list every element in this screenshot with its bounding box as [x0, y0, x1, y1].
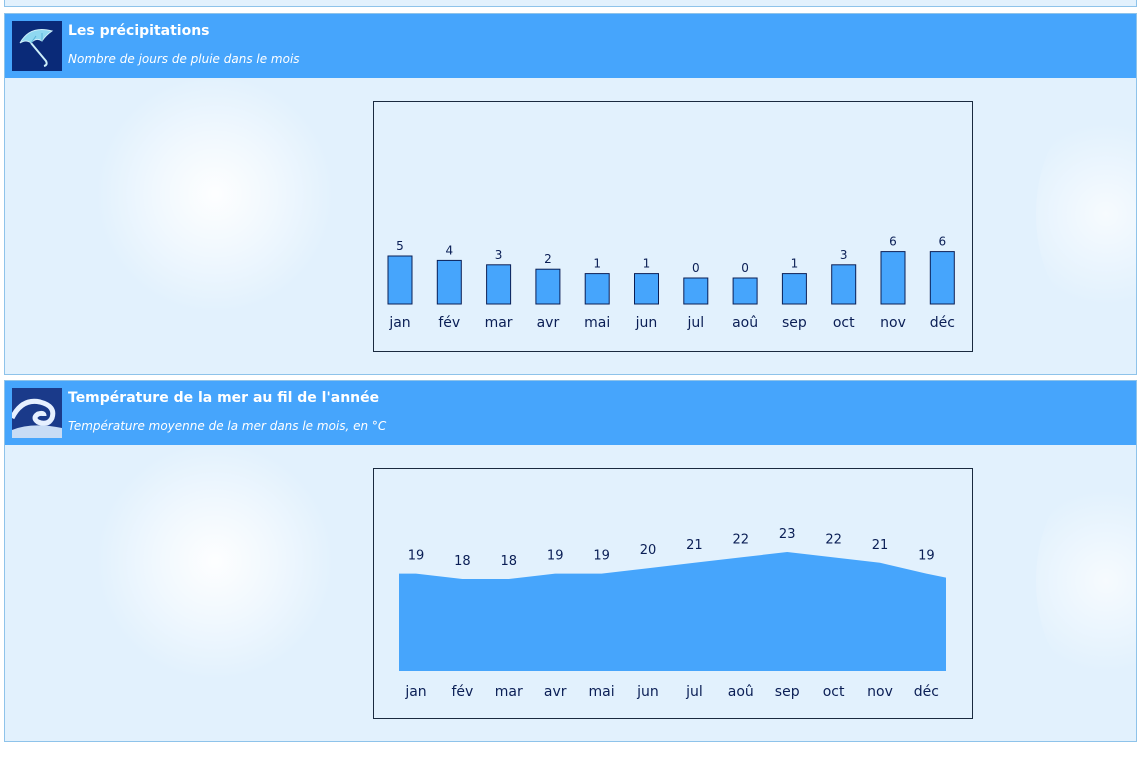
- x-tick-label: sep: [775, 684, 800, 700]
- precipitation-subtitle: Nombre de jours de pluie dans le mois: [68, 52, 300, 66]
- sea-temperature-header: Température de la mer au fil de l'année …: [5, 381, 1136, 445]
- bar-value-label: 1: [593, 257, 601, 271]
- temperature-value-label: 18: [454, 554, 471, 569]
- bar-value-label: 0: [741, 261, 749, 275]
- bar-6: [683, 277, 709, 305]
- x-tick-label: jun: [636, 684, 659, 700]
- x-tick-label: oct: [823, 684, 845, 700]
- x-tick-label: déc: [914, 684, 939, 700]
- temperature-area: [399, 552, 946, 671]
- x-tick-label: jul: [686, 315, 704, 331]
- sea-temperature-title: Température de la mer au fil de l'année: [68, 390, 380, 406]
- bar-2: [486, 264, 512, 305]
- x-tick-label: jul: [685, 684, 703, 700]
- x-tick-label: aoû: [732, 315, 758, 331]
- bar-value-label: 1: [791, 257, 799, 271]
- x-tick-label: jun: [635, 315, 658, 331]
- x-tick-label: mai: [584, 315, 610, 331]
- x-tick-label: mai: [589, 684, 615, 700]
- x-tick-label: oct: [833, 315, 855, 331]
- precipitation-header: Les précipitations Nombre de jours de pl…: [5, 14, 1136, 78]
- sea-temperature-subtitle: Température moyenne de la mer dans le mo…: [68, 419, 387, 433]
- bar-9: [831, 264, 857, 305]
- temperature-value-label: 19: [408, 549, 425, 564]
- umbrella-icon: [12, 21, 62, 71]
- temperature-value-label: 19: [918, 549, 935, 564]
- x-tick-label: aoû: [728, 684, 754, 700]
- temperature-value-label: 21: [686, 538, 703, 553]
- bar-0: [387, 255, 413, 305]
- bar-value-label: 4: [445, 243, 453, 257]
- precipitation-chart: 5 jan 4 fév 3 mar 2 avr 1 mai 1 jun 0 jul 0 aoû 1 sep 3 oct…: [373, 101, 973, 352]
- temperature-value-label: 22: [825, 532, 842, 547]
- temperature-value-label: 22: [733, 532, 750, 547]
- bar-value-label: 1: [643, 257, 651, 271]
- x-tick-label: déc: [930, 315, 955, 331]
- x-tick-label: nov: [880, 315, 906, 331]
- bar-value-label: 3: [840, 248, 848, 262]
- sea-temperature-chart: 19 jan 18 fév 18 mar 19 avr 19 mai 20 jun 21 jul 22 aoû…: [373, 468, 973, 719]
- bar-value-label: 0: [692, 261, 700, 275]
- x-tick-label: jan: [404, 684, 426, 700]
- top-panel-edge: [4, 0, 1137, 7]
- bar-7: [732, 277, 758, 305]
- bar-8: [781, 273, 807, 305]
- bar-value-label: 5: [396, 239, 404, 253]
- temperature-value-label: 19: [547, 549, 564, 564]
- bar-4: [584, 273, 610, 305]
- x-tick-label: mar: [495, 684, 523, 700]
- bar-11: [929, 251, 955, 305]
- sea-temperature-area-chart: 19 jan 18 fév 18 mar 19 avr 19 mai 20 jun 21 jul 22 aoû…: [399, 527, 946, 700]
- x-tick-label: fév: [438, 315, 460, 331]
- bar-5: [634, 273, 659, 305]
- bar-value-label: 6: [938, 235, 946, 249]
- bar-value-label: 6: [889, 235, 897, 249]
- x-tick-label: avr: [537, 315, 560, 331]
- bar-10: [880, 251, 906, 305]
- x-tick-label: fév: [451, 684, 473, 700]
- precipitation-title: Les précipitations: [68, 23, 210, 39]
- bar-1: [436, 259, 462, 305]
- bar-3: [535, 268, 561, 305]
- temperature-value-label: 18: [501, 554, 518, 569]
- temperature-value-label: 23: [779, 527, 796, 542]
- temperature-value-label: 20: [640, 543, 657, 558]
- sea-temperature-section: Température de la mer au fil de l'année …: [4, 380, 1137, 742]
- x-tick-label: avr: [544, 684, 567, 700]
- x-tick-label: mar: [485, 315, 513, 331]
- temperature-value-label: 19: [593, 549, 610, 564]
- x-tick-label: sep: [782, 315, 807, 331]
- bar-value-label: 2: [544, 252, 552, 266]
- wave-icon: [12, 388, 62, 438]
- temperature-value-label: 21: [872, 538, 889, 553]
- x-tick-label: nov: [867, 684, 893, 700]
- x-tick-label: jan: [388, 315, 410, 331]
- precipitation-bar-chart: 5 jan 4 fév 3 mar 2 avr 1 mai 1 jun 0 jul 0 aoû 1 sep 3 oct…: [387, 235, 955, 331]
- precipitation-section: Les précipitations Nombre de jours de pl…: [4, 13, 1137, 375]
- bar-value-label: 3: [495, 248, 503, 262]
